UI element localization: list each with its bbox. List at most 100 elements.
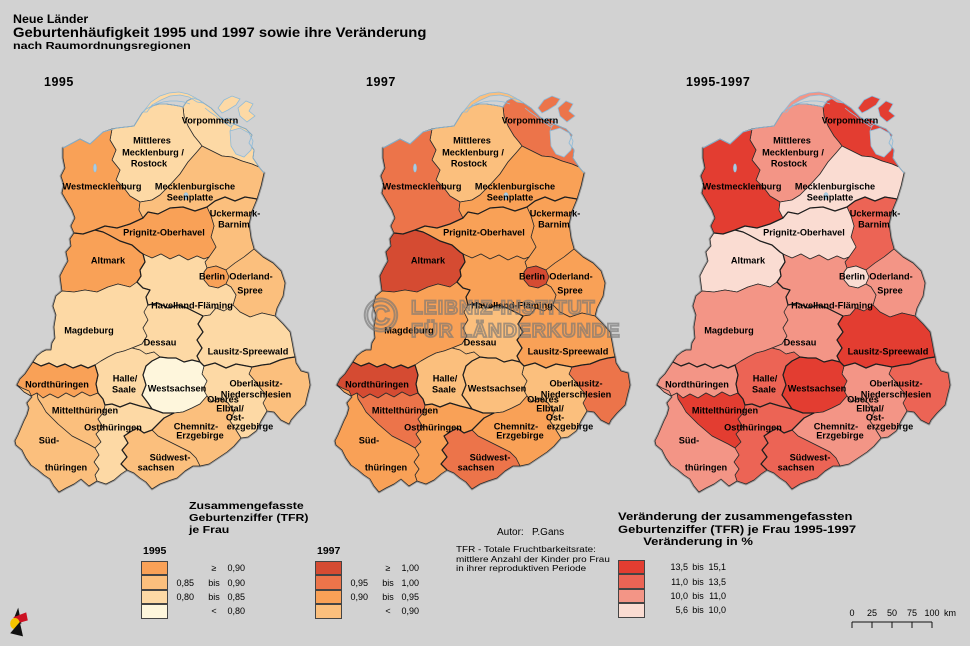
svg-text:Barnim: Barnim: [218, 220, 250, 230]
svg-text:Magdeburg: Magdeburg: [64, 326, 114, 336]
svg-text:Ost-: Ost-: [866, 413, 884, 423]
svg-text:Dessau: Dessau: [784, 338, 817, 348]
svg-text:Oderland-: Oderland-: [869, 272, 912, 282]
svg-text:25: 25: [867, 608, 877, 618]
svg-text:Altmark: Altmark: [411, 256, 446, 266]
svg-text:Vorpommern: Vorpommern: [182, 116, 239, 126]
svg-text:Saale: Saale: [752, 385, 776, 395]
svg-text:Berlin: Berlin: [839, 272, 865, 282]
svg-text:Erzgebirge: Erzgebirge: [496, 431, 543, 441]
svg-text:Südwest-: Südwest-: [150, 453, 191, 463]
svg-text:thüringen: thüringen: [365, 463, 408, 473]
svg-text:Westsachsen: Westsachsen: [148, 384, 207, 394]
svg-text:Barnim: Barnim: [538, 220, 570, 230]
svg-text:Dessau: Dessau: [144, 338, 177, 348]
svg-text:sachsen: sachsen: [138, 463, 175, 473]
svg-text:Havelland-Fläming: Havelland-Fläming: [151, 301, 233, 311]
svg-text:Chemnitz-: Chemnitz-: [814, 422, 858, 432]
svg-text:Halle/: Halle/: [753, 374, 778, 384]
svg-text:Mecklenburg /: Mecklenburg /: [122, 148, 184, 158]
svg-text:km: km: [944, 608, 956, 618]
svg-text:Barnim: Barnim: [858, 220, 890, 230]
svg-text:Uckermark-: Uckermark-: [210, 209, 261, 219]
svg-text:Rostock: Rostock: [771, 159, 808, 169]
svg-text:Lausitz-Spreewald: Lausitz-Spreewald: [848, 347, 929, 357]
svg-text:Westsachsen: Westsachsen: [788, 384, 847, 394]
svg-text:Erzgebirge: Erzgebirge: [816, 431, 863, 441]
svg-text:Seenplatte: Seenplatte: [167, 193, 213, 203]
svg-text:Oderland-: Oderland-: [229, 272, 272, 282]
svg-text:Mecklenburgische: Mecklenburgische: [155, 182, 235, 192]
svg-text:Uckermark-: Uckermark-: [530, 209, 581, 219]
svg-text:Westmecklenburg: Westmecklenburg: [383, 182, 462, 192]
svg-text:Halle/: Halle/: [113, 374, 138, 384]
svg-text:Chemnitz-: Chemnitz-: [494, 422, 538, 432]
svg-text:Ost-: Ost-: [546, 413, 564, 423]
svg-text:Prignitz-Oberhavel: Prignitz-Oberhavel: [443, 228, 525, 238]
svg-text:Oberes: Oberes: [847, 395, 879, 405]
svg-text:Oberes: Oberes: [207, 395, 239, 405]
svg-text:Elbtal/: Elbtal/: [536, 404, 564, 414]
svg-text:Rostock: Rostock: [451, 159, 488, 169]
svg-text:Halle/: Halle/: [433, 374, 458, 384]
svg-text:Südwest-: Südwest-: [790, 453, 831, 463]
svg-text:Ostthüringen: Ostthüringen: [724, 423, 782, 433]
svg-text:Altmark: Altmark: [731, 256, 766, 266]
svg-text:Rostock: Rostock: [131, 159, 168, 169]
svg-text:Mittelthüringen: Mittelthüringen: [372, 406, 439, 416]
svg-text:Oberes: Oberes: [527, 395, 559, 405]
svg-text:Ostthüringen: Ostthüringen: [84, 423, 142, 433]
svg-text:erzgebirge: erzgebirge: [227, 422, 273, 432]
svg-text:Magdeburg: Magdeburg: [384, 326, 434, 336]
svg-text:Vorpommern: Vorpommern: [822, 116, 879, 126]
svg-text:Ost-: Ost-: [226, 413, 244, 423]
svg-text:Magdeburg: Magdeburg: [704, 326, 754, 336]
svg-text:Prignitz-Oberhavel: Prignitz-Oberhavel: [123, 228, 205, 238]
svg-text:Saale: Saale: [112, 385, 136, 395]
svg-text:Oderland-: Oderland-: [549, 272, 592, 282]
svg-text:Mittleres: Mittleres: [133, 136, 171, 146]
svg-text:Süd-: Süd-: [679, 436, 699, 446]
svg-text:sachsen: sachsen: [458, 463, 495, 473]
svg-text:Berlin: Berlin: [199, 272, 225, 282]
svg-text:Niederschlesien: Niederschlesien: [861, 390, 932, 400]
svg-text:Mecklenburg /: Mecklenburg /: [762, 148, 824, 158]
svg-text:Niederschlesien: Niederschlesien: [541, 390, 612, 400]
svg-text:Westsachsen: Westsachsen: [468, 384, 527, 394]
svg-text:Lausitz-Spreewald: Lausitz-Spreewald: [528, 347, 609, 357]
svg-text:100: 100: [924, 608, 939, 618]
svg-text:Mittelthüringen: Mittelthüringen: [692, 406, 759, 416]
svg-text:thüringen: thüringen: [45, 463, 88, 473]
svg-text:Dessau: Dessau: [464, 338, 497, 348]
svg-text:Nordthüringen: Nordthüringen: [665, 380, 729, 390]
svg-text:Spree: Spree: [237, 286, 263, 296]
svg-text:Chemnitz-: Chemnitz-: [174, 422, 218, 432]
svg-text:Südwest-: Südwest-: [470, 453, 511, 463]
svg-text:Spree: Spree: [557, 286, 583, 296]
svg-text:Elbtal/: Elbtal/: [856, 404, 884, 414]
svg-text:0: 0: [849, 608, 854, 618]
svg-text:sachsen: sachsen: [778, 463, 815, 473]
svg-text:Nordthüringen: Nordthüringen: [25, 380, 89, 390]
svg-text:Niederschlesien: Niederschlesien: [221, 390, 292, 400]
svg-text:Nordthüringen: Nordthüringen: [345, 380, 409, 390]
svg-text:Westmecklenburg: Westmecklenburg: [703, 182, 782, 192]
svg-text:Ostthüringen: Ostthüringen: [404, 423, 462, 433]
svg-text:Prignitz-Oberhavel: Prignitz-Oberhavel: [763, 228, 845, 238]
svg-text:Oberlausitz-: Oberlausitz-: [229, 379, 282, 389]
svg-text:Oberlausitz-: Oberlausitz-: [549, 379, 602, 389]
svg-text:Havelland-Fläming: Havelland-Fläming: [471, 301, 553, 311]
svg-text:50: 50: [887, 608, 897, 618]
svg-text:Saale: Saale: [432, 385, 456, 395]
svg-text:Mecklenburgische: Mecklenburgische: [475, 182, 555, 192]
svg-text:erzgebirge: erzgebirge: [547, 422, 593, 432]
svg-text:Mittleres: Mittleres: [453, 136, 491, 146]
svg-text:Lausitz-Spreewald: Lausitz-Spreewald: [208, 347, 289, 357]
svg-text:Süd-: Süd-: [39, 436, 59, 446]
svg-text:Elbtal/: Elbtal/: [216, 404, 244, 414]
svg-text:Süd-: Süd-: [359, 436, 379, 446]
svg-text:Spree: Spree: [877, 286, 903, 296]
svg-text:Mittleres: Mittleres: [773, 136, 811, 146]
svg-text:Altmark: Altmark: [91, 256, 126, 266]
svg-text:Seenplatte: Seenplatte: [807, 193, 853, 203]
